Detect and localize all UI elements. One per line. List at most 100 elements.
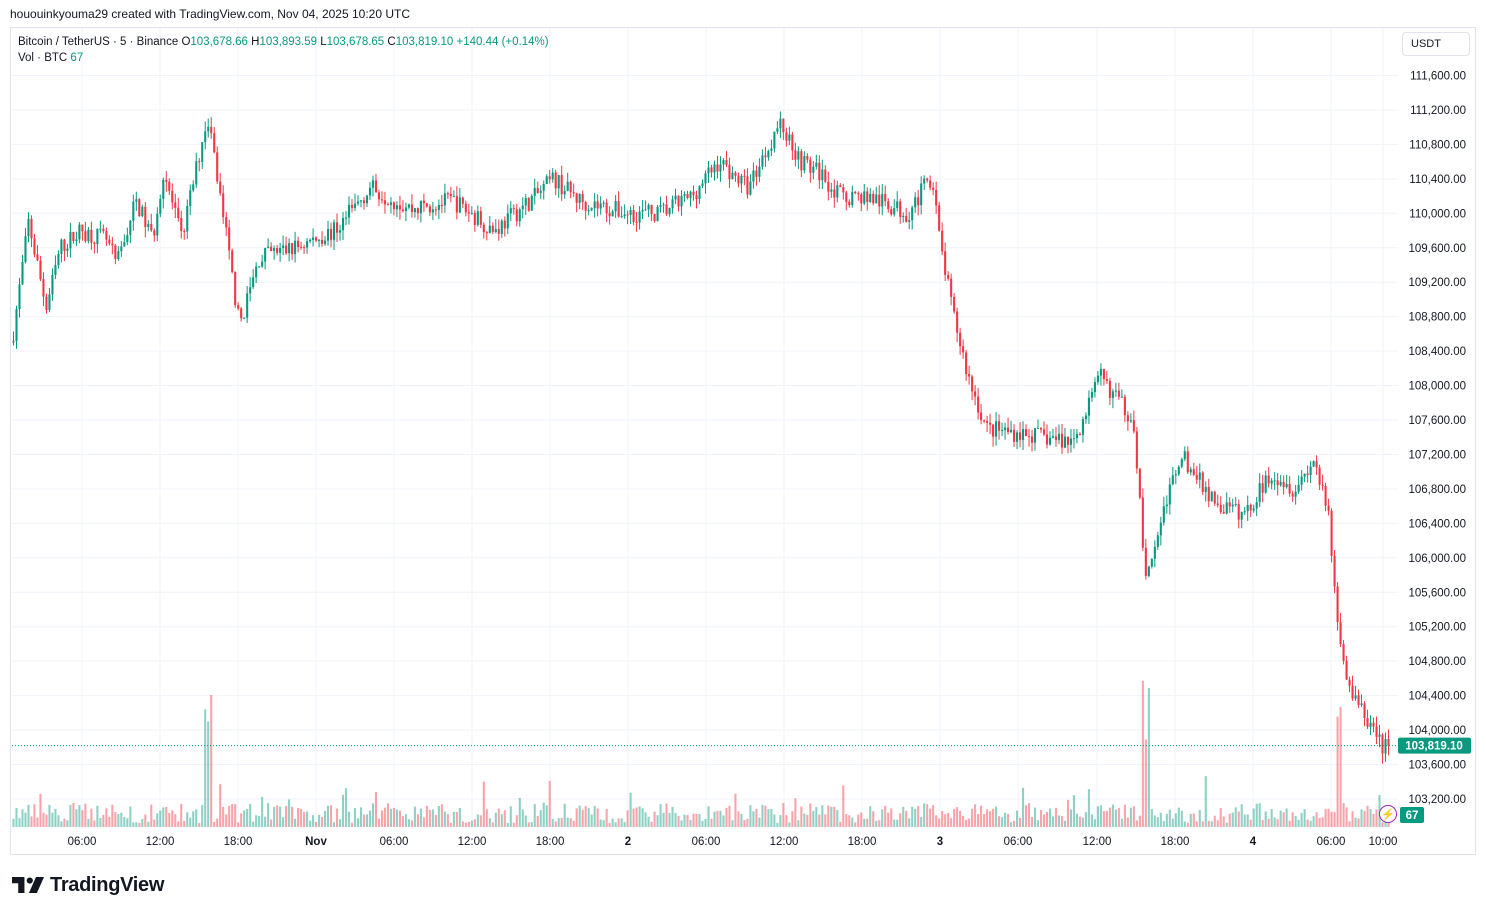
volume-bar bbox=[464, 822, 467, 827]
candle-body bbox=[60, 239, 63, 254]
volume-bar bbox=[629, 792, 632, 827]
volume-bar bbox=[1090, 814, 1093, 827]
volume-bar bbox=[662, 812, 665, 827]
candle-body bbox=[905, 215, 908, 222]
volume-bar bbox=[123, 817, 126, 827]
volume-bar bbox=[551, 818, 554, 827]
volume-bar bbox=[944, 814, 947, 827]
candle-body bbox=[458, 197, 461, 213]
candle-body bbox=[389, 202, 392, 205]
volume-bar bbox=[114, 811, 117, 827]
volume-bar bbox=[186, 812, 189, 827]
x-tick-label: Nov bbox=[305, 836, 327, 848]
volume-bar bbox=[746, 818, 749, 827]
volume-bar bbox=[1252, 808, 1255, 827]
candle-body bbox=[1321, 484, 1324, 486]
candle-body bbox=[998, 421, 1001, 431]
volume-bar bbox=[1189, 813, 1192, 827]
candle-body bbox=[695, 195, 698, 200]
volume-label[interactable]: Vol · BTC bbox=[18, 52, 68, 64]
volume-bar bbox=[39, 793, 42, 827]
candle-body bbox=[869, 193, 872, 203]
volume-bar bbox=[602, 820, 605, 827]
volume-bar bbox=[482, 781, 485, 827]
volume-bar bbox=[527, 822, 530, 827]
candle-body bbox=[1036, 427, 1040, 429]
volume-bar bbox=[659, 804, 662, 827]
volume-bar bbox=[1339, 706, 1342, 827]
volume-bar bbox=[264, 816, 267, 827]
volume-bar bbox=[542, 802, 545, 827]
volume-bar bbox=[1300, 812, 1303, 827]
volume-bar bbox=[93, 820, 96, 827]
volume-bar bbox=[1204, 776, 1207, 827]
candle-body bbox=[341, 218, 345, 231]
volume-bar bbox=[1078, 816, 1081, 827]
volume-bar bbox=[905, 810, 908, 827]
volume-bar bbox=[995, 806, 998, 827]
open-label: O bbox=[181, 36, 191, 48]
volume-bar bbox=[204, 709, 207, 827]
volume-bar bbox=[1270, 808, 1273, 827]
candle-body bbox=[123, 242, 126, 247]
volume-bar bbox=[1007, 814, 1010, 827]
high-label: H bbox=[251, 36, 260, 48]
candle-body bbox=[374, 180, 378, 193]
volume-bar bbox=[851, 817, 854, 827]
x-tick-label: 12:00 bbox=[146, 836, 175, 848]
volume-bar bbox=[1357, 818, 1360, 827]
y-tick-label: 110,400.00 bbox=[1409, 174, 1466, 186]
candle-body bbox=[288, 243, 291, 254]
candle-body bbox=[770, 148, 773, 151]
currency-button[interactable]: USDT bbox=[1402, 32, 1470, 56]
volume-bar bbox=[719, 810, 722, 827]
volume-bar bbox=[189, 817, 192, 827]
candle-body bbox=[983, 420, 986, 422]
volume-bar bbox=[1288, 820, 1291, 827]
volume-bar bbox=[899, 813, 902, 827]
candle-body bbox=[554, 172, 557, 189]
volume-bar bbox=[267, 803, 270, 827]
candle-body bbox=[722, 160, 725, 165]
candle-body bbox=[533, 187, 536, 196]
volume-bar bbox=[902, 806, 905, 827]
candle-body bbox=[551, 172, 554, 180]
candle-body bbox=[1012, 429, 1016, 442]
volume-bar bbox=[941, 811, 944, 827]
lightning-icon[interactable]: ⚡ bbox=[1379, 805, 1397, 823]
candle-body bbox=[1318, 467, 1321, 485]
brand-logo[interactable]: TradingView bbox=[12, 872, 164, 898]
candle-body bbox=[653, 214, 656, 221]
candle-body bbox=[312, 237, 315, 240]
volume-bar bbox=[162, 807, 165, 827]
candle-body bbox=[1351, 685, 1354, 699]
volume-bar bbox=[213, 822, 216, 827]
volume-bar bbox=[1021, 787, 1025, 827]
volume-bar bbox=[1213, 815, 1216, 827]
volume-bar bbox=[458, 807, 461, 827]
candle-body bbox=[557, 175, 560, 189]
volume-bar bbox=[992, 808, 995, 827]
candle-body bbox=[1210, 491, 1213, 502]
candle-body bbox=[401, 209, 404, 211]
symbol-title[interactable]: Bitcoin / TetherUS · 5 · Binance bbox=[18, 36, 179, 48]
volume-bar bbox=[1015, 810, 1019, 827]
candle-body bbox=[1144, 547, 1147, 576]
volume-bar bbox=[515, 815, 518, 827]
candle-body bbox=[186, 206, 189, 232]
candle-body bbox=[1378, 734, 1381, 737]
volume-bar bbox=[860, 812, 863, 827]
candle-body bbox=[75, 239, 78, 242]
volume-bar bbox=[1237, 811, 1240, 827]
volume-bar bbox=[174, 814, 177, 827]
volume-bar bbox=[767, 809, 770, 827]
candle-body bbox=[956, 311, 959, 333]
candle-body bbox=[413, 208, 416, 213]
candle-body bbox=[323, 240, 327, 244]
candle-body bbox=[443, 193, 446, 206]
volume-bar bbox=[276, 805, 279, 827]
candle-body bbox=[1273, 480, 1276, 482]
volume-bar bbox=[374, 792, 378, 827]
volume-bar bbox=[788, 822, 791, 827]
